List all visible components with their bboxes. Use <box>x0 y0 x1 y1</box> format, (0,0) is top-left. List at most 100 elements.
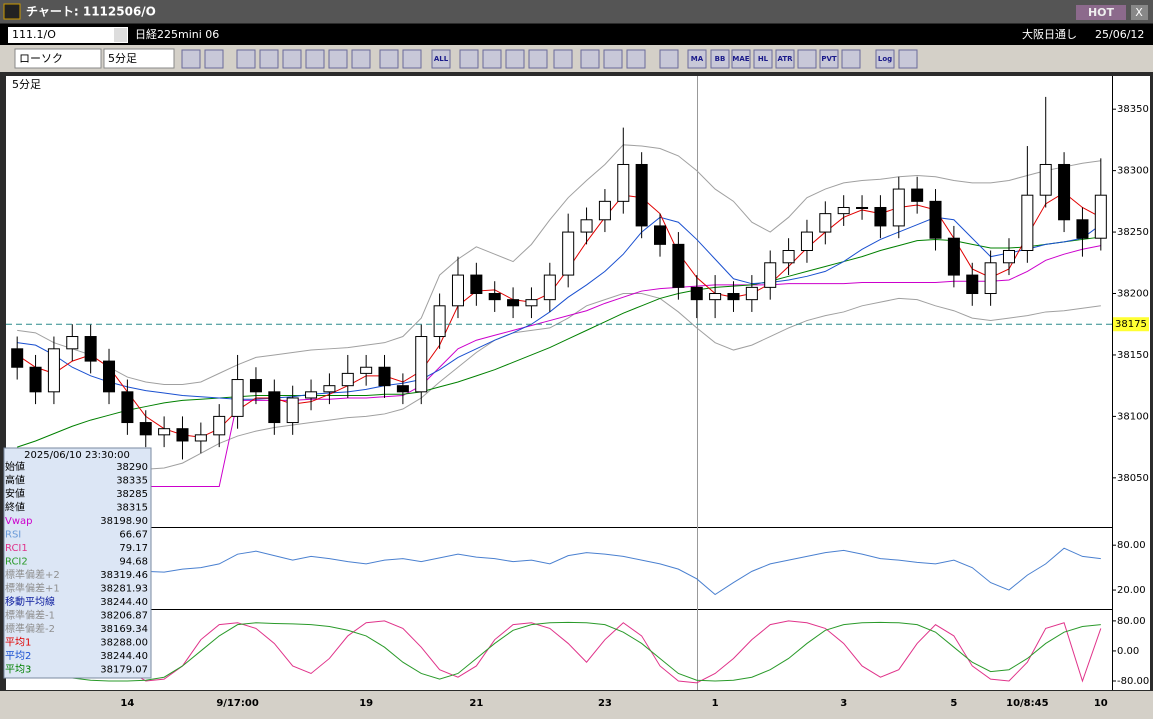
candle-body <box>323 385 336 393</box>
interval-select[interactable] <box>103 48 175 69</box>
candle-body <box>782 250 795 264</box>
candle-body <box>727 293 740 301</box>
toolbar-button[interactable] <box>459 49 479 69</box>
hot-label[interactable]: HOT <box>1088 6 1115 19</box>
x-tick-label: 9/17:00 <box>216 698 258 709</box>
candle-body <box>176 428 189 442</box>
title-bar <box>0 0 1153 23</box>
date: 25/06/12 <box>1095 28 1144 41</box>
toolbar-button-label[interactable]: BB <box>715 55 726 63</box>
candle-body <box>488 293 501 301</box>
toolbar-button[interactable] <box>379 49 399 69</box>
toolbar-button-label[interactable]: HL <box>758 55 769 63</box>
toolbar-button[interactable] <box>753 49 773 69</box>
x-tick-label: 19 <box>359 698 373 709</box>
toolbar-button[interactable] <box>204 49 224 69</box>
symbol-input[interactable] <box>8 27 128 43</box>
info-header: 2025/06/10 23:30:00 <box>24 450 130 461</box>
toolbar-button[interactable] <box>431 49 451 69</box>
info-label: 標準偏差+1 <box>5 582 60 595</box>
candle-body <box>764 262 777 288</box>
candle-body <box>305 391 318 399</box>
candle-body <box>1039 163 1052 196</box>
interval-label[interactable]: 5分足 <box>108 52 137 65</box>
info-value: 38315 <box>116 503 148 514</box>
x-tick-label: 1 <box>712 698 719 709</box>
y-tick-label: 20.00 <box>1117 585 1146 596</box>
candle-body <box>690 286 703 301</box>
axis-area <box>1112 76 1150 690</box>
toolbar-button[interactable] <box>731 49 751 69</box>
info-value: 38244.40 <box>100 651 148 662</box>
toolbar-button-label[interactable]: PVT <box>821 55 837 63</box>
toolbar-button[interactable] <box>687 49 707 69</box>
toolbar-button[interactable] <box>626 49 646 69</box>
toolbar-button[interactable] <box>603 49 623 69</box>
close-button[interactable] <box>1131 5 1148 20</box>
style-select[interactable] <box>14 48 102 69</box>
toolbar-button[interactable] <box>282 49 302 69</box>
toolbar-button[interactable] <box>528 49 548 69</box>
x-tick-label: 14 <box>120 698 134 709</box>
y-tick-label: 38200 <box>1117 289 1149 300</box>
toolbar-button[interactable] <box>580 49 600 69</box>
toolbar-button[interactable] <box>875 49 895 69</box>
toolbar-button[interactable] <box>351 49 371 69</box>
hot-button[interactable] <box>1076 5 1126 20</box>
toolbar-button[interactable] <box>328 49 348 69</box>
toolbar-button[interactable] <box>553 49 573 69</box>
toolbar-button[interactable] <box>305 49 325 69</box>
close-label[interactable]: X <box>1135 6 1143 19</box>
candle-body <box>819 213 832 233</box>
toolbar-button[interactable] <box>236 49 256 69</box>
dropdown-arrow[interactable] <box>114 28 127 42</box>
candle-body <box>378 366 391 387</box>
toolbar-button[interactable] <box>898 49 918 69</box>
toolbar-button[interactable] <box>402 49 422 69</box>
toolbar-button[interactable] <box>482 49 502 69</box>
candle-body <box>654 225 667 245</box>
candle-body <box>139 422 152 436</box>
symbol-code[interactable]: 111.1/O <box>12 28 56 41</box>
candle-body <box>29 366 42 393</box>
indicator-line <box>17 245 1101 487</box>
info-label: 平均2 <box>5 650 31 662</box>
toolbar-button-label[interactable]: Log <box>878 55 892 63</box>
style-label[interactable]: ローソク <box>19 52 63 65</box>
candle-body <box>525 299 538 307</box>
toolbar-button[interactable] <box>819 49 839 69</box>
candle-body <box>966 274 979 295</box>
plot-area <box>6 76 1112 690</box>
info-label: Vwap <box>5 516 33 527</box>
toolbar-button-label[interactable]: ALL <box>434 55 449 63</box>
toolbar-button-label[interactable]: MAE <box>732 55 749 63</box>
x-tick-label: 5 <box>950 698 957 709</box>
candle-body <box>213 415 226 436</box>
info-label: 移動平均線 <box>5 595 55 608</box>
candle-body <box>1058 163 1071 221</box>
y-tick-label: 80.00 <box>1117 616 1146 627</box>
x-tick-label: 10 <box>1094 698 1108 709</box>
indicator-line <box>17 293 1101 470</box>
y-tick-label: 38150 <box>1117 350 1149 361</box>
toolbar-button[interactable] <box>797 49 817 69</box>
toolbar-button[interactable] <box>710 49 730 69</box>
toolbar-button-label[interactable]: MA <box>691 55 704 63</box>
toolbar-button[interactable] <box>775 49 795 69</box>
candle-body <box>396 385 409 393</box>
toolbar-button[interactable] <box>505 49 525 69</box>
toolbar-button[interactable] <box>841 49 861 69</box>
info-value: 79.17 <box>119 543 148 554</box>
toolbar-button[interactable] <box>659 49 679 69</box>
x-tick-label: 3 <box>840 698 847 709</box>
toolbar-button-label[interactable]: ATR <box>777 55 793 63</box>
candle-body <box>837 206 850 215</box>
toolbar-button[interactable] <box>259 49 279 69</box>
candle-body <box>984 262 997 295</box>
info-value: 38244.40 <box>100 597 148 608</box>
candle-body <box>507 299 520 307</box>
candle-body <box>360 366 373 374</box>
info-value: 38290 <box>116 462 148 473</box>
candle-body <box>231 379 244 417</box>
toolbar-button[interactable] <box>181 49 201 69</box>
